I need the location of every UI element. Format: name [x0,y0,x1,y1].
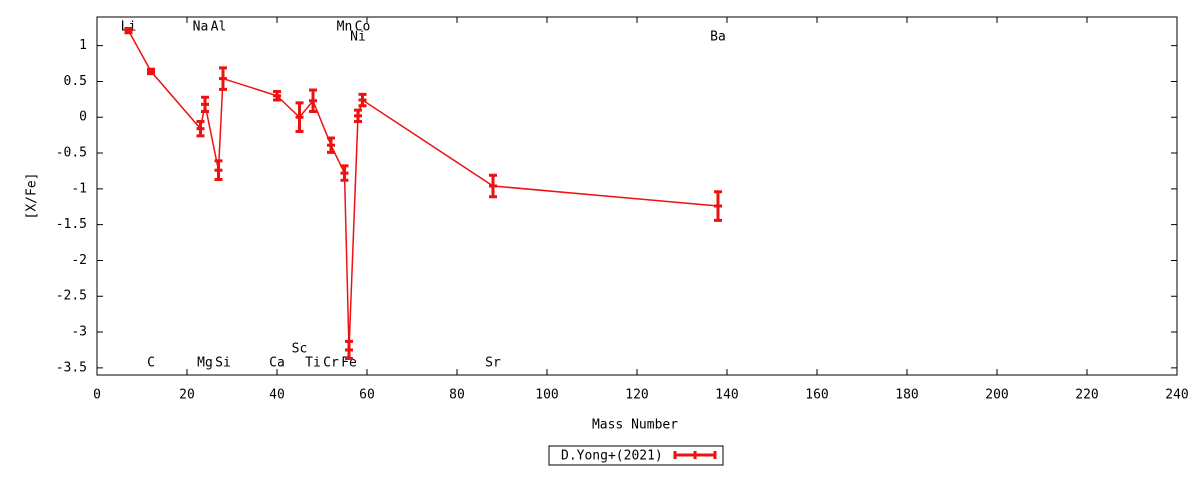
element-label: Mn [337,20,353,35]
y-tick-label: 0 [79,110,87,125]
element-label: Sr [485,356,501,371]
element-label: C [147,356,155,371]
element-label: Ca [269,356,285,371]
legend-swatch [673,451,717,459]
legend-label: D.Yong+(2021) [561,449,663,464]
element-label: Sc [292,342,308,357]
y-tick-label: -1 [71,181,87,196]
element-label: Ni [350,30,366,45]
x-tick-label: 40 [269,388,285,403]
element-label: Mg [197,356,213,371]
y-tick-label: -0.5 [56,146,87,161]
x-tick-label: 0 [93,388,101,403]
x-axis-label: Mass Number [592,418,678,433]
element-label: Si [215,356,231,371]
x-tick-label: 180 [895,388,918,403]
legend-box [548,445,724,466]
x-tick-label: 60 [359,388,375,403]
y-tick-label: -2.5 [56,289,87,304]
x-tick-label: 220 [1075,388,1098,403]
y-tick-label: -3 [71,325,87,340]
x-tick-label: 200 [985,388,1008,403]
element-label: Al [211,20,227,35]
series-line [127,30,719,350]
y-tick-label: 0.5 [64,74,87,89]
x-tick-label: 240 [1165,388,1188,403]
x-tick-label: 20 [179,388,195,403]
x-tick-label: 140 [715,388,738,403]
element-label: Na [193,20,209,35]
x-tick-label: 120 [625,388,648,403]
y-tick-label: 1 [79,38,87,53]
element-label: Ti [305,356,321,371]
element-label: Cr [323,356,339,371]
x-tick-label: 80 [449,388,465,403]
x-tick-label: 160 [805,388,828,403]
y-tick-label: -3.5 [56,360,87,375]
element-label: Co [355,20,371,35]
y-tick-label: -1.5 [56,217,87,232]
x-tick-label: 100 [535,388,558,403]
plot-frame [96,16,1178,376]
y-tick-label: -2 [71,253,87,268]
element-label: Ba [710,30,726,45]
y-axis-label: [X/Fe] [25,173,40,220]
